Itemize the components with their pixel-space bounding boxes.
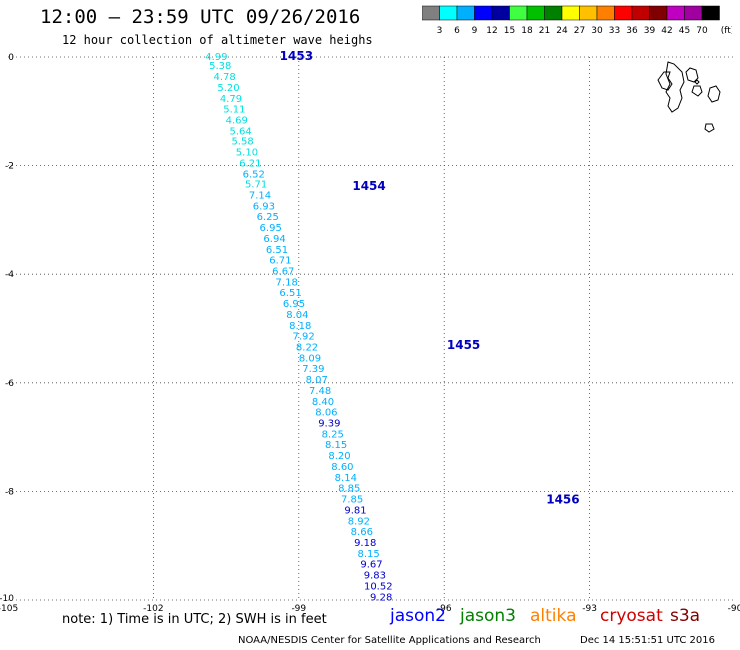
- y-tick-label: 0: [8, 53, 14, 63]
- legend-tick-label: 30: [591, 26, 603, 36]
- wave-height-label: 8.66: [351, 527, 373, 538]
- wave-height-label: 8.85: [338, 484, 360, 495]
- legend-tick-label: 27: [574, 26, 585, 36]
- legend-swatch: [701, 5, 720, 21]
- wave-height-label: 7.48: [309, 386, 331, 397]
- footnote: note: 1) Time is in UTC; 2) SWH is in fe…: [62, 612, 327, 627]
- wave-height-label: 6.51: [266, 245, 288, 256]
- satellite-label-s3a: s3a: [670, 606, 701, 626]
- wave-height-label: 4.78: [214, 72, 236, 83]
- x-tick-label: -90: [728, 604, 740, 614]
- wave-height-label: 7.39: [302, 364, 324, 375]
- wave-height-label: 7.18: [276, 277, 298, 288]
- y-tick-label: -6: [5, 379, 14, 389]
- legend-tick-label: 15: [504, 26, 515, 36]
- wave-height-label: 4.99: [205, 52, 227, 63]
- wave-height-label: 8.07: [306, 375, 328, 386]
- wave-height-label: 8.92: [348, 516, 370, 527]
- wave-height-label: 6.25: [257, 212, 279, 223]
- wave-height-label: 4.69: [226, 116, 248, 127]
- legend-tick-label: 42: [661, 26, 672, 36]
- map-title: 12:00 — 23:59 UTC 09/26/2016: [40, 6, 361, 28]
- track-time-label: 1456: [546, 493, 579, 507]
- legend-tick-label: 21: [539, 26, 550, 36]
- legend-tick-label: 36: [626, 26, 638, 36]
- track-time-label: 1453: [280, 49, 313, 63]
- legend-tick-label: 9: [472, 26, 478, 36]
- wave-height-label: 6.21: [239, 158, 261, 169]
- x-tick-label: -105: [0, 604, 18, 614]
- wave-height-label: 8.09: [299, 353, 321, 364]
- wave-height-label: 5.58: [231, 137, 253, 148]
- wave-height-label: 7.85: [341, 495, 363, 506]
- legend-tick-label: 3: [437, 26, 443, 36]
- wave-height-label: 8.25: [322, 429, 344, 440]
- wave-height-label: 9.18: [354, 538, 376, 549]
- legend-tick-label: 33: [609, 26, 620, 36]
- wave-height-label: 8.15: [325, 440, 347, 451]
- wave-height-label: 9.39: [318, 419, 340, 430]
- legend-tick-label: 45: [679, 26, 690, 36]
- y-tick-label: -10: [0, 594, 14, 604]
- wave-height-label: 5.64: [230, 126, 252, 137]
- coastline-galapagos: [657, 61, 721, 133]
- legend-tick-label: 12: [486, 26, 497, 36]
- legend-tick-label: 6: [454, 26, 460, 36]
- wave-height-label: 7.92: [293, 332, 315, 343]
- satellite-label-jason2: jason2: [390, 606, 446, 626]
- legend-unit: (ft): [721, 26, 732, 36]
- y-tick-label: -2: [5, 162, 14, 172]
- wave-height-label: 4.79: [220, 94, 242, 105]
- wave-height-label: 6.93: [253, 201, 275, 212]
- wave-height-label: 10.52: [364, 581, 393, 592]
- wave-height-label: 5.20: [217, 83, 239, 94]
- wave-height-label: 8.20: [328, 451, 350, 462]
- wave-height-label: 5.11: [223, 105, 245, 116]
- legend-tick-label: 18: [521, 26, 533, 36]
- y-tick-label: -4: [5, 270, 14, 280]
- wave-height-label: 6.94: [263, 234, 285, 245]
- satellite-label-jason3: jason3: [460, 606, 516, 626]
- wave-height-label: 8.14: [335, 473, 357, 484]
- track-time-label: 1455: [447, 338, 480, 352]
- satellite-label-altika: altika: [530, 606, 577, 626]
- satellite-label-cryosat: cryosat: [600, 606, 663, 626]
- x-tick-label: -96: [437, 604, 452, 614]
- track-time-label: 1454: [352, 179, 385, 193]
- wave-height-label: 6.71: [269, 256, 291, 267]
- wave-height-label: 8.06: [315, 408, 337, 419]
- wave-height-label: 8.60: [331, 462, 353, 473]
- wave-height-label: 6.95: [283, 299, 305, 310]
- legend-tick-label: 24: [556, 26, 568, 36]
- wave-height-label: 5.71: [245, 180, 267, 191]
- x-tick-label: -93: [582, 604, 597, 614]
- wave-height-label: 9.67: [360, 560, 382, 571]
- x-tick-label: -99: [291, 604, 306, 614]
- wave-height-label: 5.38: [209, 61, 231, 72]
- y-tick-label: -8: [5, 487, 14, 497]
- wave-height-label: 8.22: [296, 343, 318, 354]
- map-subtitle: 12 hour collection of altimeter wave hei…: [62, 33, 373, 47]
- legend-tick-label: 70: [696, 26, 708, 36]
- legend-tick-label: 39: [644, 26, 656, 36]
- wave-height-label: 6.95: [260, 223, 282, 234]
- x-tick-label: -102: [143, 604, 163, 614]
- wave-height-label: 7.14: [249, 190, 271, 201]
- wave-height-label: 8.40: [312, 397, 334, 408]
- wave-height-label: 6.67: [272, 266, 294, 277]
- wave-height-label: 5.10: [236, 148, 258, 159]
- wave-height-label: 8.04: [286, 310, 308, 321]
- credit-text: NOAA/NESDIS Center for Satellite Applica…: [238, 635, 541, 646]
- timestamp-text: Dec 14 15:51:51 UTC 2016: [580, 635, 715, 646]
- wave-height-label: 9.83: [364, 571, 386, 582]
- wave-height-label: 8.18: [289, 321, 311, 332]
- wave-height-label: 9.81: [344, 505, 366, 516]
- wave-height-label: 6.52: [243, 169, 265, 180]
- wave-height-label: 6.51: [279, 288, 301, 299]
- wave-height-label: 8.15: [357, 549, 379, 560]
- wave-height-label: 9.28: [370, 592, 392, 603]
